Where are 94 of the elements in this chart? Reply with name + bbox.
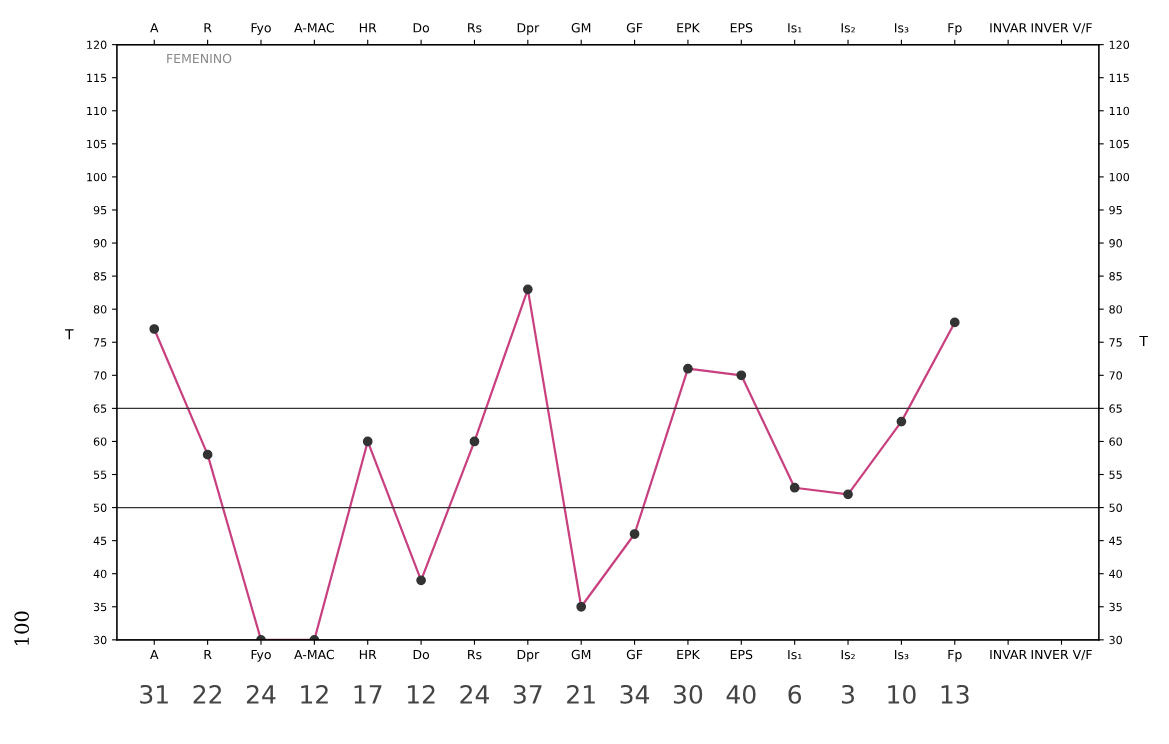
y2-tick-label: 65 [1109, 404, 1122, 413]
category-label: Is₃ [895, 649, 909, 660]
x-tick-label: A [150, 23, 159, 33]
text: 100 [14, 611, 30, 645]
x-tick-label: HR [359, 23, 377, 33]
text: 30 [673, 684, 703, 704]
y-tick-label: 90 [93, 239, 107, 248]
y2-tick-label: 95 [1109, 205, 1122, 215]
y-tick-label: 70 [93, 371, 107, 380]
y-tick-label: 75 [93, 338, 107, 347]
text: 17 [354, 685, 382, 704]
category-label: Do [413, 649, 430, 660]
y2-tick-label: 85 [1109, 272, 1122, 281]
text: 10 [888, 684, 916, 704]
text: 22 [193, 684, 222, 704]
y-tick-label: 55 [93, 470, 107, 479]
text: 21 [567, 684, 595, 704]
category-label: Fyo [251, 649, 271, 662]
y2-tick-label: 40 [1109, 569, 1122, 579]
x-tick-label: Fp [948, 23, 962, 35]
y-tick-label: 50 [93, 503, 107, 512]
y2-tick-label: 60 [1109, 437, 1122, 446]
x-tick-label: Rs [468, 23, 482, 33]
category-label: Dpr [517, 649, 540, 662]
y2-tick-label: 105 [1109, 139, 1129, 149]
category-label: EPK [677, 649, 701, 660]
y-axis-title: T [65, 329, 74, 340]
y-tick-label: 115 [87, 73, 107, 83]
category-label: Fp [948, 649, 962, 662]
y-tick-label: 45 [93, 536, 107, 546]
x-tick-label: A-MAC [294, 23, 334, 33]
category-label: R [204, 649, 212, 660]
category-label: Is₁ [788, 649, 802, 660]
y2-axis-title: T [1139, 335, 1148, 347]
y2-tick-label: 55 [1109, 470, 1122, 479]
x-tick-label: EPK [677, 23, 701, 33]
y2-tick-label: 90 [1109, 239, 1122, 248]
category-label: A [150, 649, 159, 660]
text: 13 [941, 684, 969, 704]
y-tick-label: 105 [87, 139, 107, 149]
category-label: GF [626, 649, 643, 660]
x-tick-label: EPS [730, 23, 753, 33]
category-label: INVER V/F [1031, 649, 1092, 661]
y-tick-label: 80 [93, 305, 107, 314]
x-tick-label: INVAR [990, 23, 1027, 33]
x-tick-label: Dpr [517, 23, 540, 35]
category-label: A-MAC [294, 649, 334, 660]
text: 24 [246, 684, 276, 704]
x-tick-label: Is₃ [895, 23, 909, 33]
text: 37 [513, 684, 542, 704]
text: 31 [140, 684, 168, 704]
y-tick-label: 120 [87, 40, 107, 50]
y-tick-label: 40 [93, 569, 107, 579]
category-label: Is₂ [841, 649, 855, 660]
x-tick-label: Fyo [251, 23, 271, 35]
y2-tick-label: 115 [1109, 73, 1129, 83]
text: 6 [788, 684, 802, 704]
y-tick-label: 35 [93, 602, 107, 612]
x-tick-label: GF [626, 23, 643, 33]
x-tick-label: INVER V/F [1031, 23, 1092, 34]
y-tick-label: 65 [93, 404, 107, 413]
x-tick-label: Do [413, 23, 430, 33]
y2-tick-label: 80 [1109, 305, 1122, 314]
text: 34 [620, 684, 650, 704]
category-label: EPS [730, 649, 753, 660]
y-tick-label: 100 [87, 172, 107, 182]
x-tick-label: Is₁ [788, 23, 802, 33]
y2-tick-label: 35 [1109, 602, 1122, 612]
text: 24 [460, 684, 489, 704]
text: 3 [841, 684, 854, 704]
x-tick-label: R [204, 23, 212, 33]
category-label: HR [359, 649, 377, 660]
y2-tick-label: 70 [1109, 371, 1122, 380]
y-tick-label: 85 [93, 272, 107, 281]
text: 12 [301, 684, 328, 704]
y2-tick-label: 30 [1109, 635, 1122, 645]
y-tick-label: 110 [87, 106, 107, 116]
y-tick-label: 95 [93, 205, 107, 215]
x-tick-label: Is₂ [841, 23, 855, 33]
y2-tick-label: 75 [1109, 338, 1122, 347]
annotation: FEMENINO [167, 53, 232, 64]
y2-tick-label: 45 [1109, 536, 1122, 546]
y2-tick-label: 50 [1109, 503, 1122, 512]
y2-tick-label: 120 [1109, 40, 1130, 50]
y2-tick-label: 110 [1109, 106, 1130, 116]
y2-tick-label: 100 [1109, 172, 1130, 182]
x-tick-label: GM [571, 23, 591, 33]
category-label: Rs [468, 649, 482, 660]
category-label: GM [571, 649, 591, 660]
y-tick-label: 60 [93, 437, 107, 446]
category-label: INVAR [990, 649, 1027, 660]
text: 40 [726, 684, 756, 704]
text: 12 [407, 684, 435, 704]
y-tick-label: 30 [93, 635, 107, 645]
